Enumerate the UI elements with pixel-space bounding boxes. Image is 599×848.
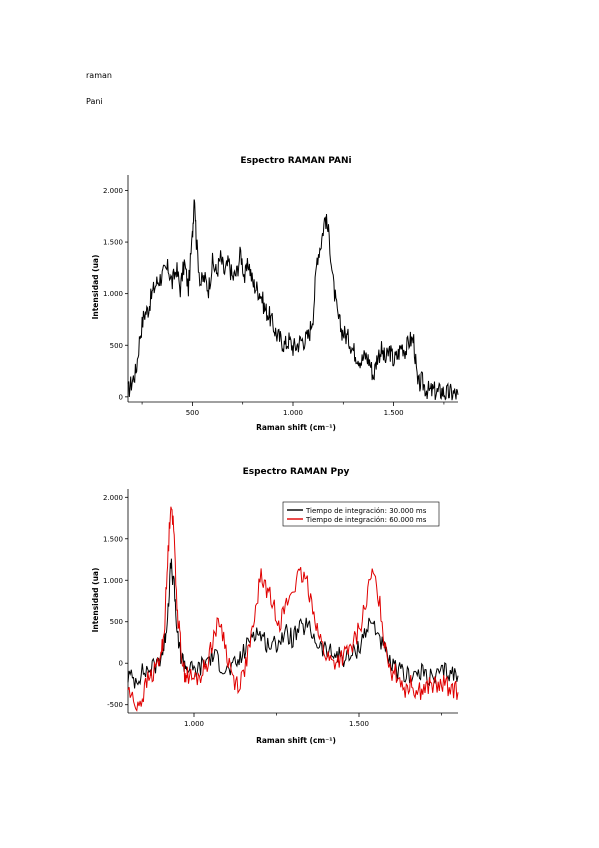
series-line-1 bbox=[127, 506, 459, 712]
chart-pani-axes: 0 500 1.000 1.500 2.000 500 1.000 1.500 bbox=[103, 175, 458, 417]
chart-pani-xlabel: Raman shift (cm⁻¹) bbox=[256, 423, 336, 432]
legend-label-series-1: Tiempo de integración: 60.000 ms bbox=[305, 516, 427, 524]
x-tick-label: 500 bbox=[186, 409, 199, 417]
x-tick-label: 1.000 bbox=[184, 720, 204, 728]
chart-ppy-xlabel: Raman shift (cm⁻¹) bbox=[256, 736, 336, 745]
chart-ppy-title: Espectro RAMAN Ppy bbox=[243, 467, 350, 477]
doc-line-pani: Pani bbox=[86, 97, 103, 106]
series-line-0 bbox=[127, 199, 459, 401]
chart-ppy-axes: -500 0 500 1.000 1.500 2.000 1.000 1.500 bbox=[103, 489, 458, 728]
chart-pani-ylabel: Intensidad (ua) bbox=[91, 255, 100, 320]
y-tick-label: -500 bbox=[107, 701, 123, 709]
y-tick-label: 0 bbox=[119, 660, 123, 668]
y-tick-label: 1.000 bbox=[103, 290, 123, 298]
doc-line-raman: raman bbox=[86, 71, 112, 80]
y-tick-label: 1.500 bbox=[103, 239, 123, 247]
y-tick-label: 500 bbox=[110, 342, 123, 350]
x-tick-label: 1.500 bbox=[384, 409, 404, 417]
y-tick-label: 2.000 bbox=[103, 494, 123, 502]
chart-pani-title: Espectro RAMAN PANi bbox=[240, 156, 351, 166]
y-tick-label: 0 bbox=[119, 393, 123, 401]
chart-ppy-legend: Tiempo de integración: 30.000 ms Tiempo … bbox=[282, 501, 440, 527]
chart-pani-series bbox=[127, 199, 459, 401]
chart-ppy-series bbox=[127, 506, 459, 712]
series-line-0 bbox=[127, 558, 459, 689]
y-tick-label: 2.000 bbox=[103, 187, 123, 195]
legend-box bbox=[282, 501, 440, 527]
x-tick-label: 1.500 bbox=[349, 720, 369, 728]
chart-ppy-ylabel: Intensidad (ua) bbox=[91, 568, 100, 633]
chart-pani: Espectro RAMAN PANi Raman shift (cm⁻¹) I… bbox=[91, 156, 459, 432]
y-tick-label: 1.500 bbox=[103, 535, 123, 543]
legend-label-series-0: Tiempo de integración: 30.000 ms bbox=[305, 507, 427, 515]
chart-ppy: Espectro RAMAN Ppy Raman shift (cm⁻¹) In… bbox=[91, 467, 459, 745]
y-tick-label: 1.000 bbox=[103, 577, 123, 585]
x-tick-label: 1.000 bbox=[283, 409, 303, 417]
y-tick-label: 500 bbox=[110, 618, 123, 626]
